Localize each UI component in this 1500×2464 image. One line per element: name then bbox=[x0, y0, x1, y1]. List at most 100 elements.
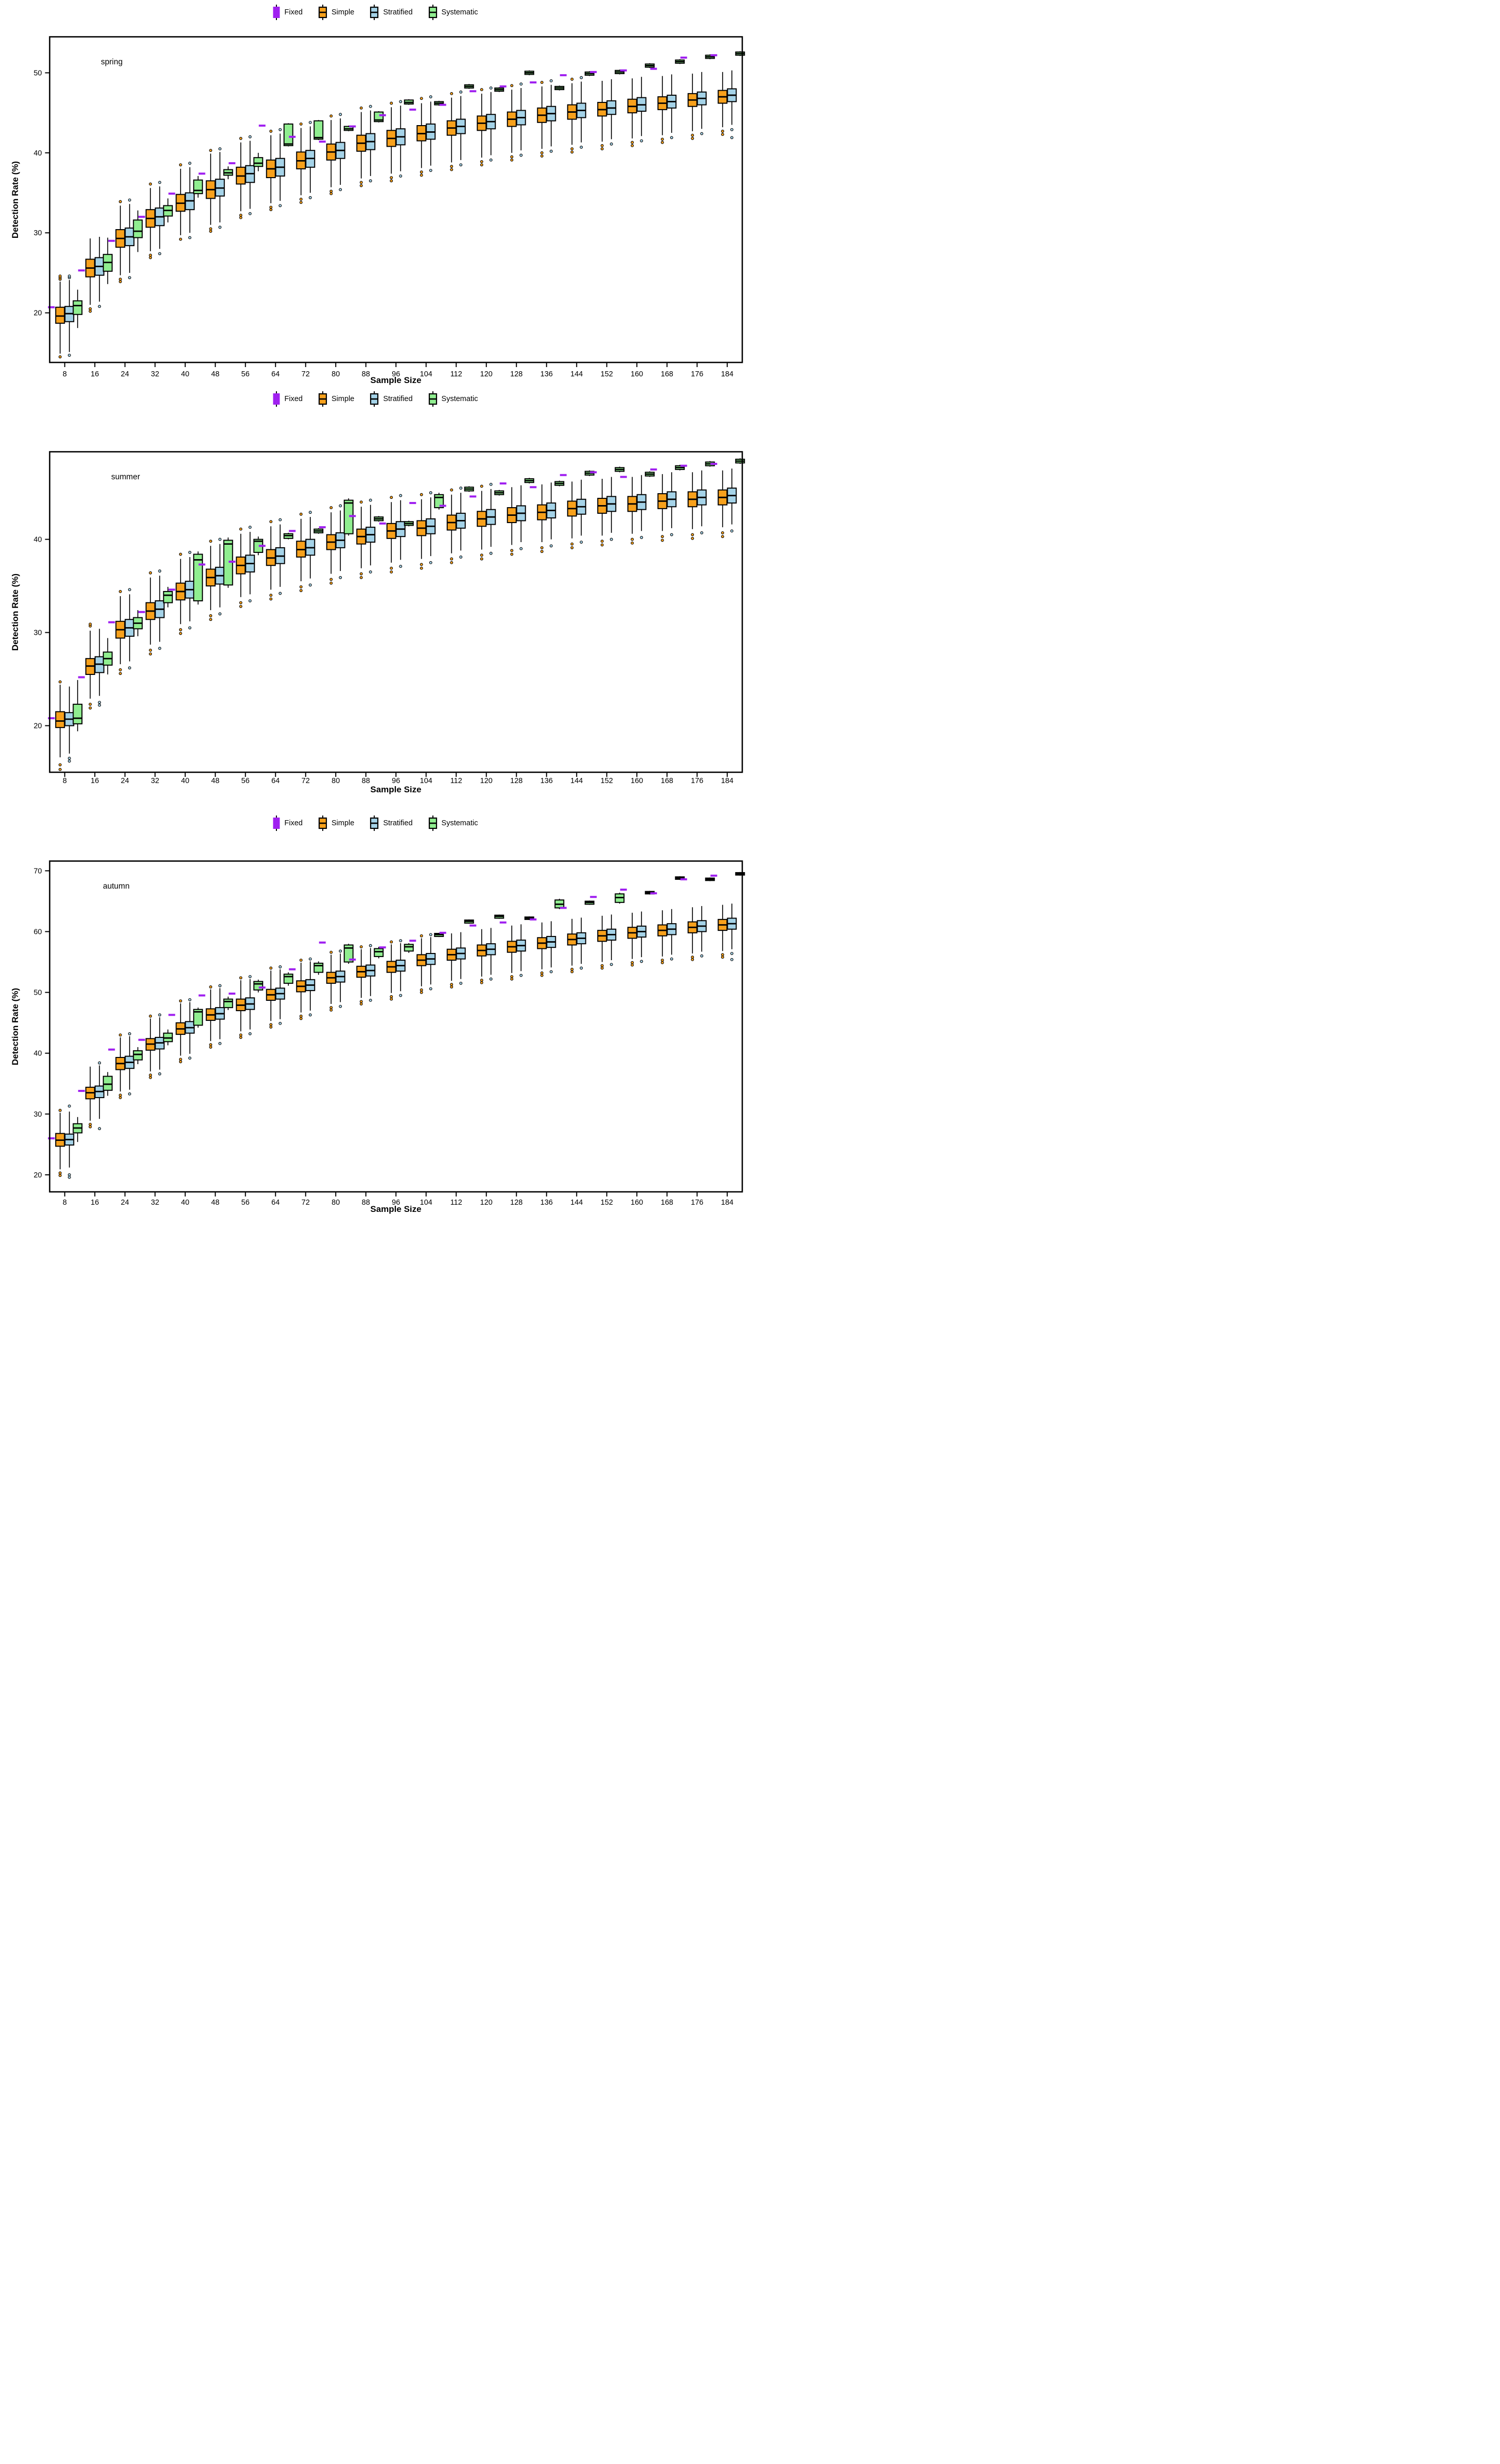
fixed-mark-spring-88 bbox=[349, 125, 356, 128]
box-spring-168-simple bbox=[657, 76, 668, 144]
box-summer-48-simple bbox=[205, 540, 216, 621]
fixed-mark-spring-56 bbox=[229, 162, 236, 165]
outlier-point bbox=[631, 141, 634, 144]
box-summer-32-systematic bbox=[163, 586, 173, 608]
outlier-point bbox=[89, 1122, 92, 1126]
legend-label: Stratified bbox=[383, 8, 413, 16]
box-autumn-32-simple bbox=[145, 1014, 155, 1079]
x-tick-label: 48 bbox=[211, 777, 219, 785]
box-autumn-64-stratified bbox=[275, 965, 285, 1025]
outlier-point bbox=[89, 309, 92, 313]
fixed-mark-summer-152 bbox=[590, 471, 597, 474]
box bbox=[223, 998, 233, 1009]
legend-summer: Fixed Simple Stratified Syste bbox=[0, 390, 750, 408]
fixed-mark-autumn-40 bbox=[168, 1014, 176, 1016]
outlier-point bbox=[480, 88, 483, 92]
y-tick-label: 30 bbox=[33, 229, 42, 237]
outlier-point bbox=[369, 179, 372, 183]
fixed-mark-autumn-96 bbox=[379, 946, 386, 949]
box-summer-112-simple bbox=[446, 488, 457, 564]
outlier-point bbox=[660, 141, 664, 144]
legend-label: Simple bbox=[331, 819, 355, 827]
fixed-mark-spring-104 bbox=[409, 108, 416, 111]
x-axis-title: Sample Size bbox=[370, 785, 422, 794]
outlier-point bbox=[420, 170, 423, 174]
outlier-point bbox=[67, 759, 71, 763]
fixed-mark-summer-176 bbox=[680, 464, 687, 467]
outlier-point bbox=[450, 985, 454, 988]
outlier-point bbox=[631, 537, 634, 541]
box-spring-24-stratified bbox=[125, 198, 135, 280]
outlier-point bbox=[188, 236, 191, 239]
outlier-point bbox=[128, 198, 131, 202]
outlier-point bbox=[359, 184, 363, 187]
figure-page: 20 30 40 50 8 16 24 32 40 48 56 64 72 80 88 96 104 112 120… bbox=[0, 0, 750, 1232]
box-spring-160-stratified bbox=[636, 77, 647, 143]
simple-glyph-icon bbox=[318, 391, 327, 407]
fixed-mark-spring-120 bbox=[469, 90, 477, 93]
outlier-point bbox=[308, 196, 312, 199]
box-spring-144-simple bbox=[567, 77, 577, 154]
box-summer-16-stratified bbox=[94, 629, 104, 707]
fixed-mark-spring-160 bbox=[620, 69, 627, 72]
box-spring-64-stratified bbox=[275, 128, 285, 207]
box-spring-144-systematic bbox=[584, 71, 595, 76]
box-autumn-64-systematic bbox=[283, 972, 293, 986]
outlier-point bbox=[660, 961, 664, 964]
box-summer-48-stratified bbox=[215, 537, 225, 616]
box-summer-8-stratified bbox=[64, 686, 75, 763]
outlier-point bbox=[179, 1060, 182, 1064]
box-summer-136-stratified bbox=[546, 482, 556, 548]
box-summer-96-systematic bbox=[404, 520, 414, 527]
legend-item-systematic: Systematic bbox=[428, 5, 478, 20]
box-summer-64-stratified bbox=[275, 518, 285, 595]
outlier-point bbox=[480, 979, 483, 982]
fixed-mark-spring-32 bbox=[138, 216, 145, 218]
box-summer-80-stratified bbox=[335, 504, 345, 579]
outlier-point bbox=[308, 583, 312, 587]
box-summer-128-simple bbox=[507, 487, 517, 556]
outlier-point bbox=[420, 991, 423, 994]
outlier-point bbox=[67, 274, 71, 278]
legend-item-stratified: Stratified bbox=[370, 5, 413, 20]
box-summer-144-simple bbox=[567, 481, 577, 549]
x-tick-label: 32 bbox=[151, 1199, 159, 1207]
box-summer-160-systematic bbox=[644, 471, 655, 477]
box-autumn-136-systematic bbox=[554, 898, 565, 909]
box-autumn-120-systematic bbox=[494, 914, 504, 919]
legend-spring: Fixed Simple Stratified Syste bbox=[0, 4, 750, 21]
box-summer-40-stratified bbox=[185, 550, 195, 630]
outlier-point bbox=[519, 974, 523, 977]
outlier-point bbox=[329, 1006, 333, 1010]
outlier-point bbox=[118, 1096, 122, 1099]
outlier-point bbox=[58, 768, 62, 771]
x-tick-label: 184 bbox=[721, 370, 734, 378]
outlier-point bbox=[149, 253, 152, 257]
fixed-mark-autumn-136 bbox=[530, 918, 537, 921]
box-spring-152-systematic bbox=[615, 70, 625, 75]
outlier-point bbox=[218, 984, 222, 987]
outlier-point bbox=[570, 77, 574, 81]
fixed-mark-summer-136 bbox=[530, 486, 537, 489]
outlier-point bbox=[339, 188, 342, 192]
outlier-point bbox=[570, 970, 574, 974]
outlier-point bbox=[239, 216, 242, 219]
outlier-point bbox=[67, 1104, 71, 1108]
outlier-point bbox=[609, 142, 613, 146]
outlier-point bbox=[269, 208, 273, 212]
box-spring-184-stratified bbox=[727, 70, 737, 140]
fixed-mark-spring-112 bbox=[439, 103, 446, 106]
box-autumn-88-simple bbox=[356, 945, 367, 1006]
box-autumn-16-simple bbox=[85, 1066, 95, 1129]
x-tick-label: 24 bbox=[121, 777, 129, 785]
outlier-point bbox=[359, 945, 363, 948]
box-spring-96-stratified bbox=[395, 100, 406, 178]
box-summer-16-simple bbox=[85, 622, 95, 710]
outlier-point bbox=[98, 305, 101, 308]
outlier-point bbox=[450, 488, 454, 492]
box-spring-48-systematic bbox=[223, 166, 233, 180]
outlier-point bbox=[179, 1057, 182, 1061]
outlier-point bbox=[420, 97, 423, 100]
box-autumn-176-stratified bbox=[696, 906, 707, 958]
fixed-mark-autumn-176 bbox=[680, 878, 687, 880]
